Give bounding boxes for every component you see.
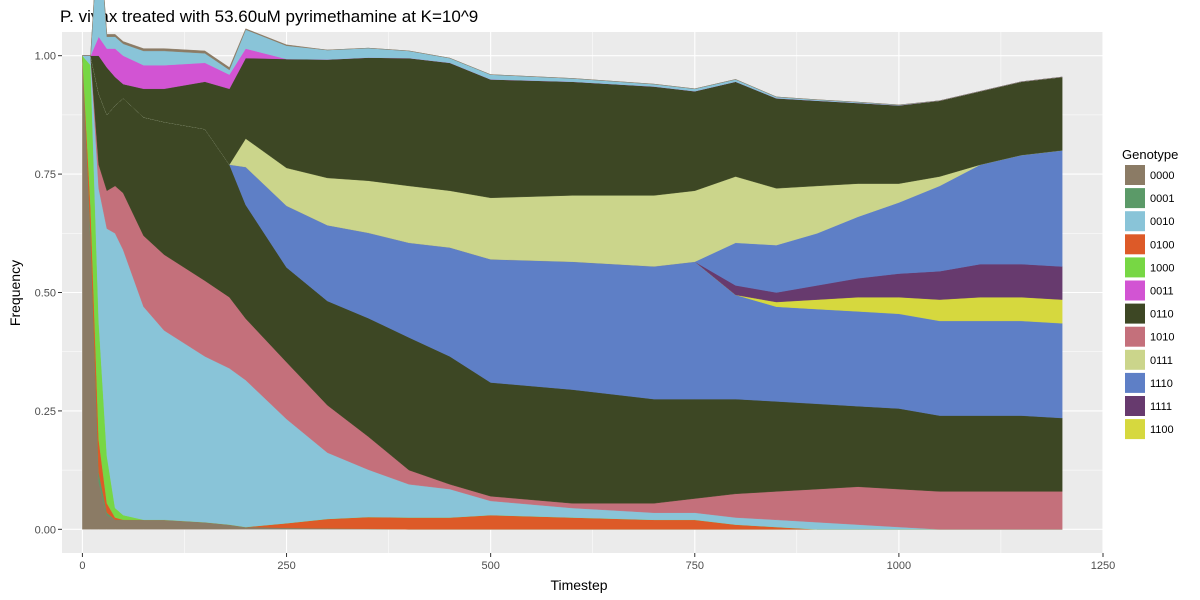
y-tick-label: 0.00 [35, 524, 56, 536]
y-axis-title: Frequency [7, 260, 23, 326]
x-tick-label: 750 [686, 560, 704, 572]
legend-label-0011: 0011 [1150, 286, 1174, 298]
legend-swatch-1111 [1125, 396, 1145, 416]
legend-swatch-0110 [1125, 303, 1145, 324]
legend-swatch-0111 [1125, 349, 1145, 370]
y-tick-label: 0.75 [35, 169, 56, 181]
legend-label-1110: 1110 [1150, 378, 1173, 390]
legend-label-1010: 1010 [1150, 332, 1174, 344]
legend-swatch-0011 [1125, 280, 1145, 301]
legend-label-1100: 1100 [1150, 424, 1174, 436]
legend-swatch-0000 [1125, 165, 1145, 185]
y-tick-label: 0.50 [35, 288, 56, 300]
legend-label-0000: 0000 [1150, 170, 1174, 182]
legend-swatch-0010 [1125, 211, 1145, 232]
x-tick-label: 500 [481, 560, 499, 572]
legend-title: Genotype [1122, 147, 1178, 162]
legend-swatch-1110 [1125, 372, 1145, 393]
legend: Genotype 0000 0001 0010 0100 1000 0011 0110 101… [1122, 147, 1178, 440]
legend-swatch-1000 [1125, 257, 1145, 278]
y-axis-ticks: 0.00 0.25 0.50 0.75 1.00 [35, 51, 62, 536]
x-axis-ticks: 0 250 500 750 1000 1250 [79, 553, 1115, 572]
legend-label-0001: 0001 [1150, 193, 1174, 205]
legend-label-1111: 1111 [1150, 401, 1172, 413]
legend-swatch-0100 [1125, 234, 1145, 255]
legend-label-0110: 0110 [1150, 309, 1174, 321]
legend-label-0100: 0100 [1150, 239, 1174, 251]
x-tick-label: 0 [79, 560, 85, 572]
legend-swatch-0001 [1125, 188, 1145, 209]
x-tick-label: 1000 [887, 560, 911, 572]
y-tick-label: 0.25 [35, 406, 56, 418]
legend-swatch-1010 [1125, 326, 1145, 347]
x-tick-label: 1250 [1091, 560, 1115, 572]
x-tick-label: 250 [277, 560, 295, 572]
legend-label-0111: 0111 [1150, 355, 1173, 367]
x-axis-title: Timestep [550, 577, 607, 593]
legend-label-1000: 1000 [1150, 262, 1174, 274]
legend-swatch-1100 [1125, 419, 1145, 440]
y-tick-label: 1.00 [35, 51, 56, 63]
chart-title: P. vivax treated with 53.60uM pyrimetham… [60, 7, 478, 26]
area-0000 [82, 0, 1063, 106]
legend-label-0010: 0010 [1150, 216, 1174, 228]
area-layers [81, 0, 1063, 530]
